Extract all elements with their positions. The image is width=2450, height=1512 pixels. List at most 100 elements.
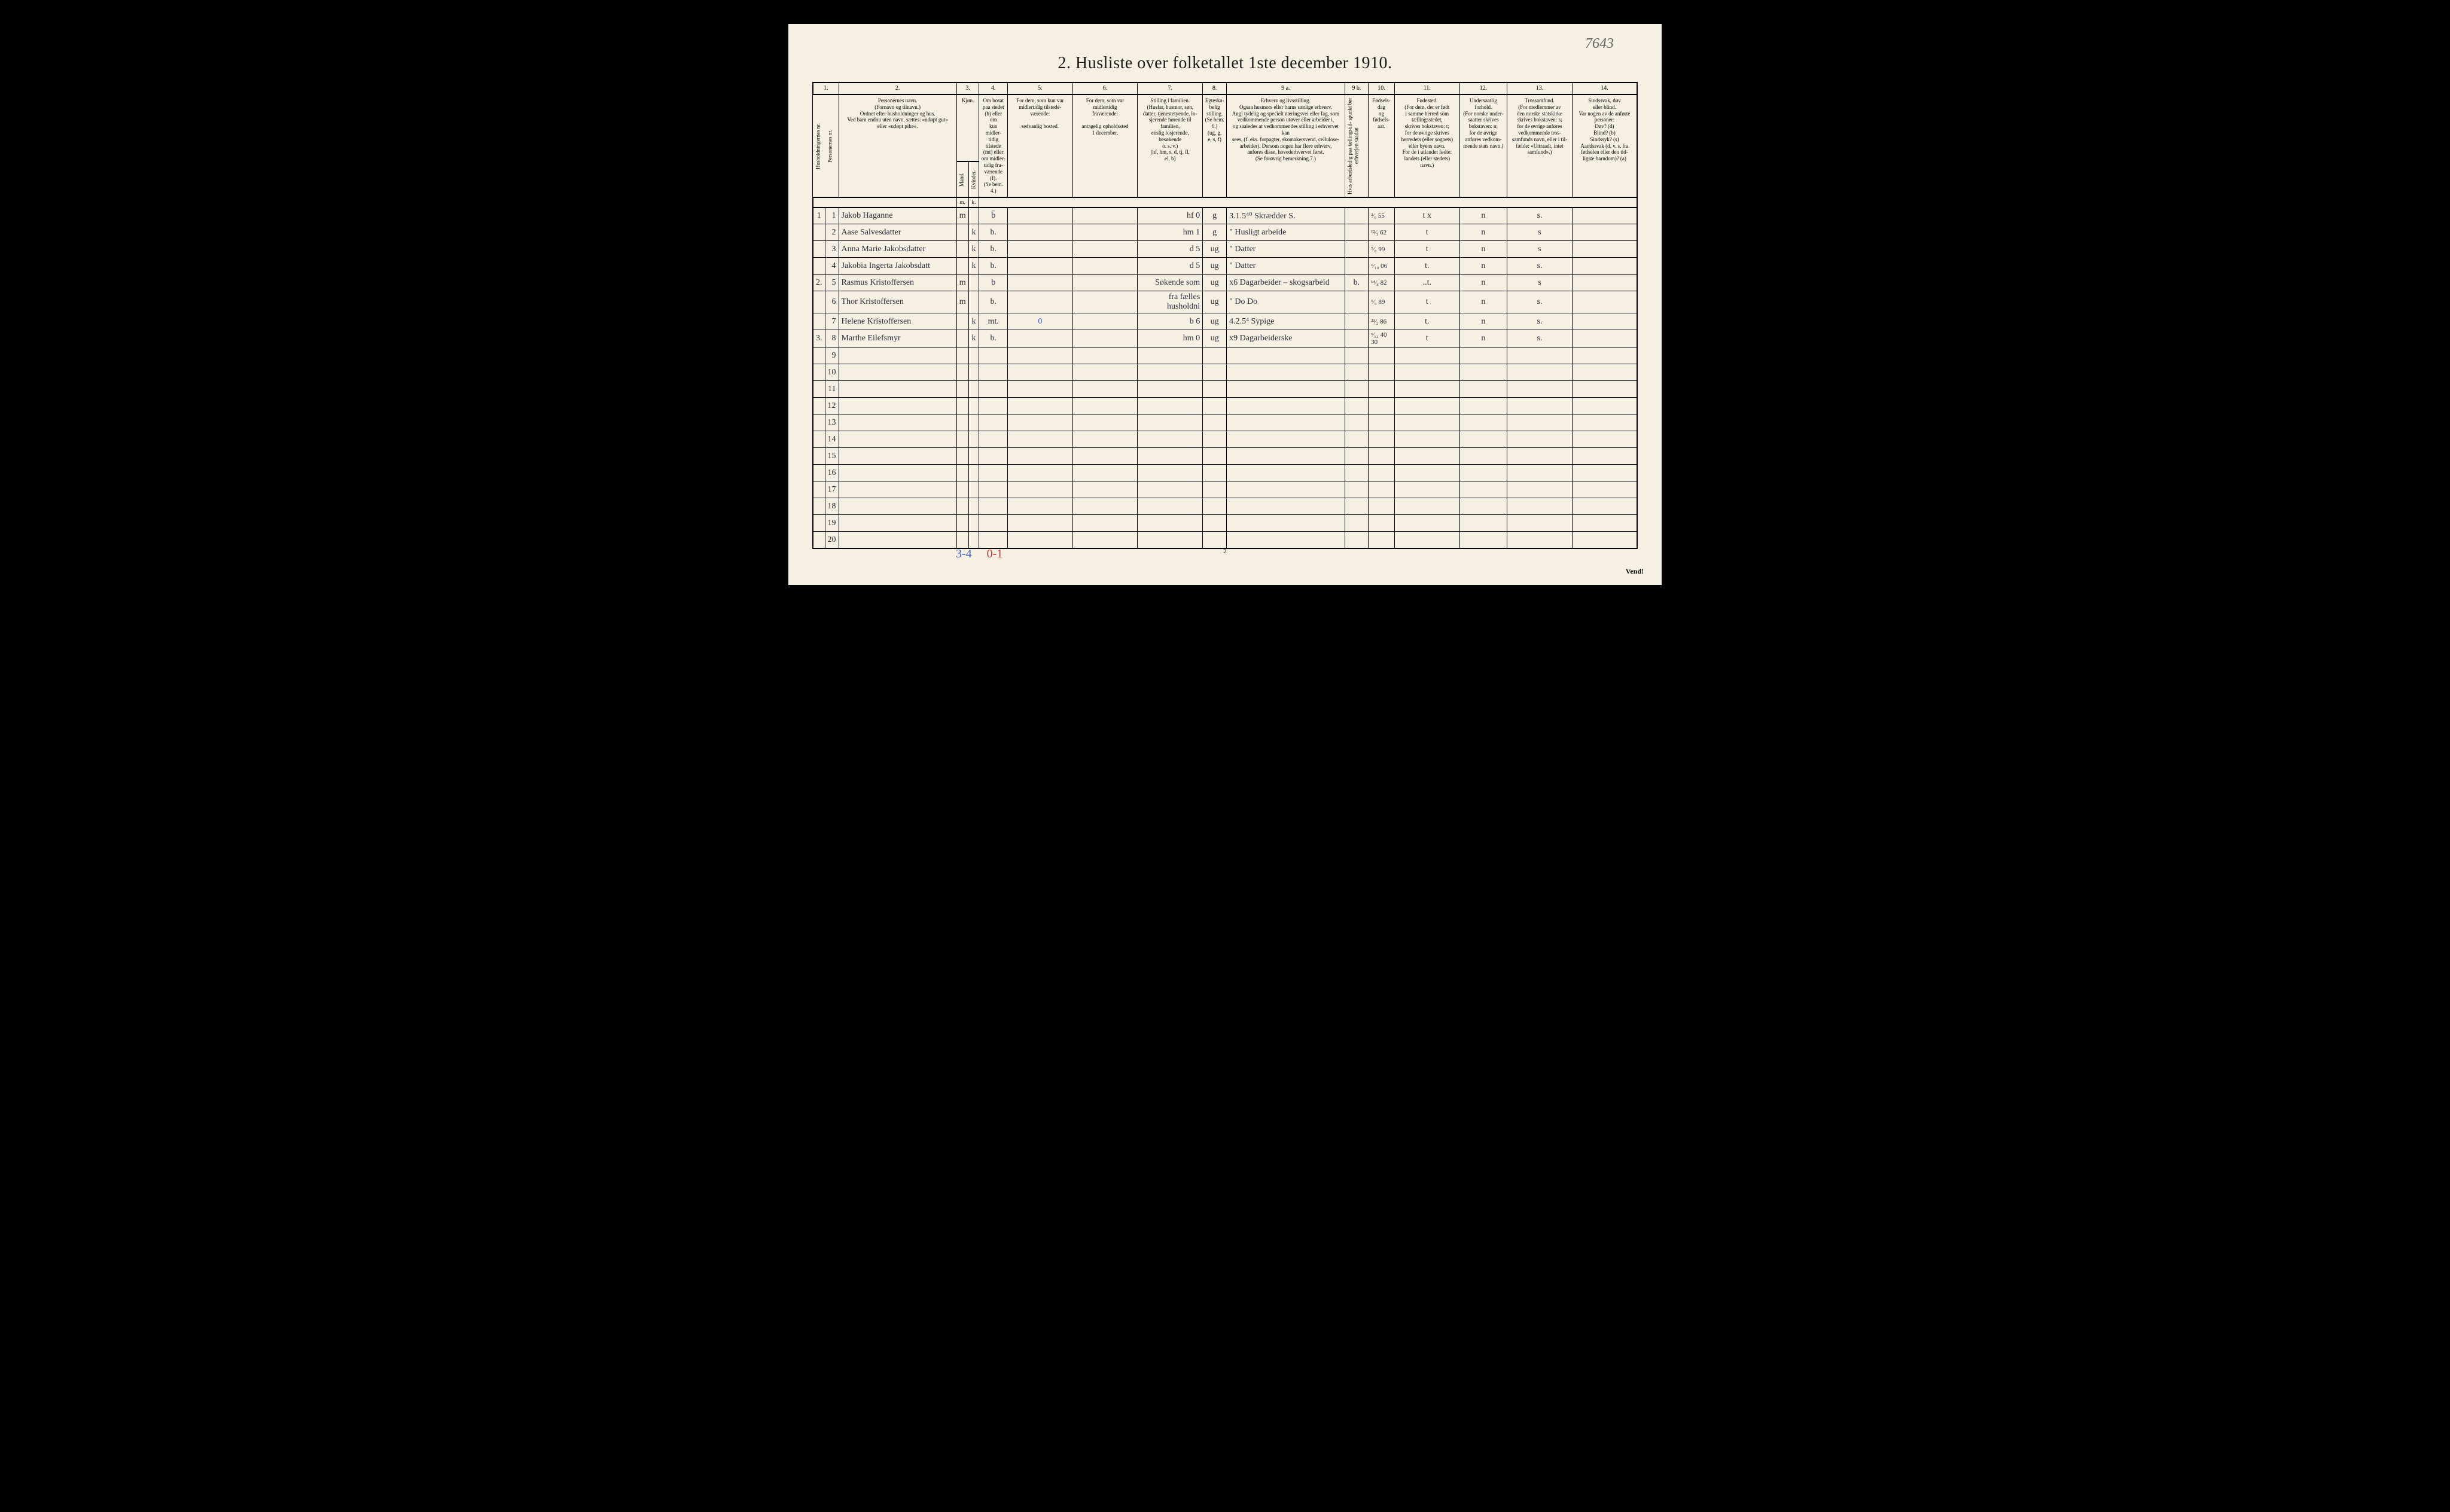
cell-empty [1369,465,1395,481]
cell-empty [1203,465,1227,481]
cell-residence: b. [979,224,1008,241]
cell-empty [1345,414,1368,431]
cell-temp-absent [1072,291,1138,313]
header-unemployed: Hvis arbeidsledig paa tællingstid- spunk… [1345,94,1368,197]
cell-empty [1507,532,1573,548]
header-temp-absent: For dem, som var midlertidig fraværende:… [1072,94,1138,197]
cell-male: m [956,275,968,291]
cell-residence: b. [979,330,1008,347]
cell-empty [1394,431,1459,448]
cell-birthdate: ¹⁴⁄₈ 82 [1369,275,1395,291]
cell-empty [1394,481,1459,498]
cell-empty [1008,448,1073,465]
table-row-empty: 17 [813,481,1637,498]
cell-empty [1203,347,1227,364]
header-birthplace: Fødested. (For dem, der er født i samme … [1394,94,1459,197]
cell-empty [979,431,1008,448]
cell-household [813,241,825,258]
col-num-7: 7. [1138,83,1203,94]
cell-empty [839,532,956,548]
cell-empty [1572,381,1637,398]
cell-occupation: x6 Dagarbeider – skogsarbeid [1227,275,1345,291]
cell-temp-present [1008,275,1073,291]
col-num-9b: 9 b. [1345,83,1368,94]
cell-empty [1138,465,1203,481]
footer-tally: 3-4 0-1 [956,547,1002,561]
cell-disability [1572,275,1637,291]
cell-name: Jakobia Ingerta Jakobsdatt [839,258,956,275]
cell-empty [1572,498,1637,515]
cell-empty [1572,347,1637,364]
cell-unemployed [1345,224,1368,241]
cell-person-nr: 5 [825,275,839,291]
cell-empty [813,381,825,398]
cell-person-nr: 4 [825,258,839,275]
cell-empty [1203,515,1227,532]
cell-temp-present: 0 [1008,313,1073,330]
cell-empty [1369,498,1395,515]
cell-empty [1369,481,1395,498]
cell-empty [1507,515,1573,532]
cell-person-nr: 7 [825,313,839,330]
cell-religion: s [1507,241,1573,258]
col-num-12: 12. [1459,83,1507,94]
table-row: 1 1 Jakob Haganne m b̄ hf 0 g 3.1.5⁴⁰ Sk… [813,208,1637,224]
cell-empty [1459,431,1507,448]
cell-disability [1572,224,1637,241]
cell-empty [1507,465,1573,481]
cell-temp-present [1008,330,1073,347]
cell-empty [1008,414,1073,431]
cell-unemployed: b. [1345,275,1368,291]
cell-empty [979,364,1008,381]
cell-empty [1345,431,1368,448]
col-num-2: 2. [839,83,956,94]
cell-disability [1572,258,1637,275]
cell-empty [1369,448,1395,465]
cell-person-nr: 17 [825,481,839,498]
cell-empty [839,414,956,431]
cell-empty [1345,498,1368,515]
cell-empty [968,498,979,515]
cell-empty [1138,498,1203,515]
header-occupation: Erhverv og livsstilling. Ogsaa husmors e… [1227,94,1345,197]
cell-empty [1507,398,1573,414]
cell-household: 1 [813,208,825,224]
cell-marital: g [1203,224,1227,241]
header-marital: Egteska- belig stilling. (Se bem. 6.) (u… [1203,94,1227,197]
cell-empty [1227,431,1345,448]
cell-empty [1345,347,1368,364]
cell-empty [1203,448,1227,465]
cell-marital: ug [1203,291,1227,313]
cell-empty [1345,532,1368,548]
cell-birthdate: ⁶⁄₁₀ 06 [1369,258,1395,275]
table-row: 3 Anna Marie Jakobsdatter k b. d 5 ug " … [813,241,1637,258]
cell-empty [1572,414,1637,431]
cell-empty [1008,532,1073,548]
cell-empty [1072,414,1138,431]
cell-birthplace: t. [1394,313,1459,330]
cell-nationality: n [1459,291,1507,313]
cell-empty [1459,347,1507,364]
cell-birthdate: ⁶⁄₉ 89 [1369,291,1395,313]
cell-empty [839,398,956,414]
cell-male [956,224,968,241]
page-title: 2. Husliste over folketallet 1ste decemb… [812,54,1638,73]
cell-empty [1203,381,1227,398]
cell-empty [1507,481,1573,498]
cell-empty [1227,398,1345,414]
cell-empty [968,381,979,398]
cell-empty [1138,364,1203,381]
cell-empty [813,481,825,498]
cell-female [968,275,979,291]
cell-empty [1369,381,1395,398]
cell-empty [1369,364,1395,381]
cell-female [968,208,979,224]
cell-empty [1507,347,1573,364]
cell-empty [839,364,956,381]
cell-empty [1369,398,1395,414]
cell-nationality: n [1459,208,1507,224]
cell-temp-present [1008,258,1073,275]
cell-occupation: " Datter [1227,241,1345,258]
cell-empty [1008,431,1073,448]
cell-empty [1008,364,1073,381]
